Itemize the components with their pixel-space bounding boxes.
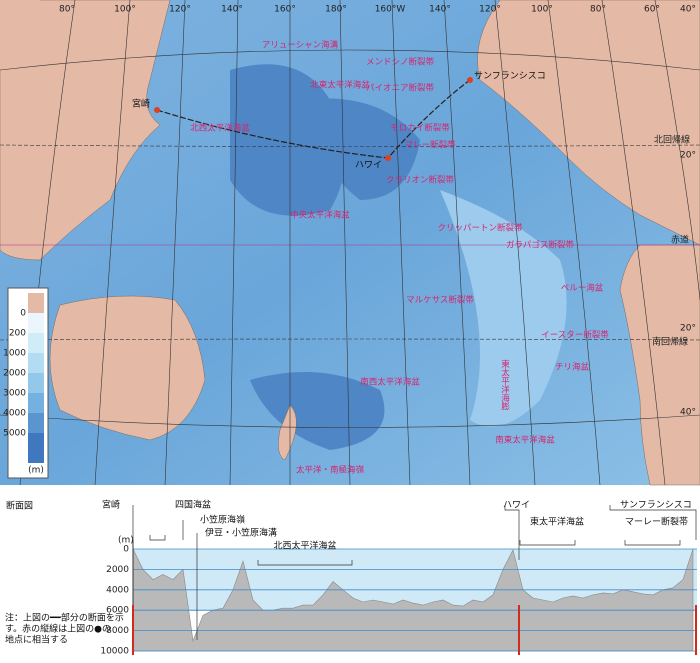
feature-label: マルケサス断裂帯 (406, 295, 474, 306)
latitude-label: 40° (680, 408, 696, 418)
profile-label: 伊豆・小笠原海溝 (205, 527, 277, 539)
place-dot (385, 155, 391, 161)
leader (625, 540, 680, 545)
legend (8, 288, 48, 478)
legend-label: 200 (9, 329, 26, 339)
profile-unit: (m) (118, 536, 134, 546)
profile-label: 四国海盆 (175, 499, 211, 511)
feature-label: クラリオン断裂帯 (386, 175, 455, 186)
note: す。赤の縦線は上図の●の (5, 623, 111, 635)
profile-label: 東太平洋海盆 (530, 516, 584, 528)
feature-label: パイオニア断裂帯 (366, 83, 435, 94)
place-label: ハワイ (355, 161, 382, 171)
feature-label: 中央太平洋海盆 (290, 210, 350, 221)
feature-label: 東太平洋海膨 (500, 359, 510, 412)
legend-swatch (28, 413, 44, 433)
profile-label: マーレー断裂帯 (625, 516, 688, 528)
legend-swatch (28, 353, 44, 373)
feature-label: 南西太平洋海盆 (360, 377, 420, 388)
place-label: 宮崎 (132, 98, 150, 110)
profile-label: 宮崎 (102, 499, 120, 511)
place-dot (154, 107, 160, 113)
longitude-label: 40° (680, 5, 696, 15)
legend-label: 0 (20, 309, 26, 319)
y-tick-label: 10000 (100, 647, 129, 657)
longitude-label: 160° (274, 5, 296, 15)
leader (520, 540, 575, 545)
latitude-label: 赤道 (671, 234, 689, 246)
profile-title: 断面図 (6, 500, 33, 512)
y-tick-label: 4000 (106, 585, 129, 595)
longitude-label: 100° (114, 5, 136, 15)
place-label: サンフランシスコ (474, 71, 546, 82)
legend-swatch (28, 373, 44, 393)
leader (150, 535, 165, 540)
profile-label: ハワイ (503, 501, 530, 511)
longitude-label: 140° (221, 5, 243, 15)
latitude-label: 北回帰線 (654, 134, 690, 146)
feature-label: イースター断裂帯 (541, 330, 609, 341)
longitude-label: 140° (429, 5, 451, 15)
feature-label: 北東太平洋海盆 (310, 80, 370, 91)
longitude-label: 100° (531, 5, 553, 15)
longitude-label: 160°W (375, 5, 406, 15)
note: 地点に相当する (5, 634, 68, 646)
longitude-label: 120° (169, 5, 191, 15)
latitude-label: 南回帰線 (652, 336, 688, 348)
y-tick-label: 0 (123, 545, 129, 555)
legend-label: 3000 (3, 389, 26, 399)
longitude-label: 60° (644, 5, 660, 15)
longitude-label: 180° (325, 5, 347, 15)
feature-label: ガラパゴス断裂帯 (506, 240, 575, 251)
latitude-label: 20° (680, 324, 696, 334)
feature-label: メンドシノ断裂帯 (366, 57, 435, 68)
feature-label: マレー断裂帯 (404, 140, 456, 151)
longitude-label: 80° (59, 5, 75, 15)
profile-label: 小笠原海嶺 (200, 514, 245, 526)
feature-label: アリューシャン海溝 (262, 40, 339, 51)
legend-label: 2000 (3, 369, 26, 379)
feature-label: 北西太平洋海盆 (190, 123, 250, 134)
place-dot (467, 77, 473, 83)
legend-unit: (m) (28, 466, 44, 476)
legend-label: 5000 (3, 429, 26, 439)
map (0, 0, 700, 485)
siberia (0, 0, 40, 73)
legend-swatch (28, 313, 44, 333)
legend-swatch (28, 293, 44, 313)
feature-label: クリッパートン断裂帯 (437, 223, 523, 234)
feature-label: ペルー海盆 (561, 283, 604, 294)
profile-label: 北西太平洋海盆 (273, 540, 336, 552)
latitude-label: 20° (680, 151, 696, 161)
profile-label: サンフランシスコ (620, 500, 692, 511)
legend-swatch (28, 333, 44, 353)
legend-swatch (28, 433, 44, 463)
legend-label: 4000 (3, 409, 26, 419)
note: 注：上図の━━部分の断面を示 (5, 612, 124, 624)
longitude-label: 120° (479, 5, 501, 15)
legend-swatch (28, 393, 44, 413)
y-tick-label: 2000 (106, 565, 129, 575)
feature-label: チリ海盆 (555, 362, 590, 373)
legend-label: 1000 (3, 349, 26, 359)
longitude-label: 80° (590, 5, 606, 15)
feature-label: 太平洋・南極海嶺 (296, 465, 365, 476)
feature-label: 南東太平洋海盆 (495, 435, 555, 446)
feature-label: モロカイ断裂帯 (390, 123, 450, 134)
